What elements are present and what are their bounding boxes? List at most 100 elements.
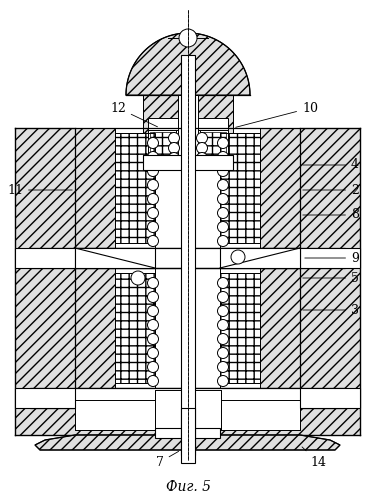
Bar bbox=[155, 128, 220, 248]
Bar bbox=[155, 128, 188, 248]
Circle shape bbox=[217, 305, 228, 316]
Text: 5: 5 bbox=[303, 271, 359, 284]
Bar bbox=[15, 128, 75, 428]
Text: 4: 4 bbox=[303, 159, 359, 172]
Bar bbox=[187, 128, 220, 248]
Circle shape bbox=[217, 319, 228, 330]
Bar bbox=[75, 268, 300, 388]
Text: 3: 3 bbox=[303, 303, 359, 316]
Bar bbox=[181, 55, 195, 455]
Bar bbox=[115, 133, 155, 243]
Bar bbox=[195, 390, 221, 430]
Text: 8: 8 bbox=[303, 209, 359, 222]
Bar bbox=[155, 428, 220, 438]
Bar bbox=[115, 133, 155, 243]
Bar bbox=[178, 95, 198, 165]
Bar bbox=[115, 273, 155, 383]
Bar bbox=[260, 128, 300, 248]
Circle shape bbox=[147, 152, 159, 163]
Circle shape bbox=[147, 376, 159, 387]
Bar bbox=[75, 388, 300, 408]
Circle shape bbox=[217, 138, 228, 149]
Bar bbox=[148, 130, 176, 155]
Circle shape bbox=[231, 250, 245, 264]
Circle shape bbox=[147, 222, 159, 233]
Circle shape bbox=[168, 153, 180, 164]
Circle shape bbox=[217, 347, 228, 358]
Bar bbox=[220, 133, 260, 243]
Bar bbox=[187, 268, 220, 388]
Circle shape bbox=[131, 271, 145, 285]
Circle shape bbox=[179, 29, 197, 47]
Circle shape bbox=[147, 166, 159, 177]
Bar bbox=[155, 268, 188, 388]
Text: 2: 2 bbox=[303, 184, 359, 197]
Text: 10: 10 bbox=[236, 101, 318, 127]
Bar bbox=[75, 400, 155, 430]
Bar bbox=[75, 388, 300, 408]
Circle shape bbox=[217, 180, 228, 191]
Bar bbox=[15, 248, 75, 268]
Bar bbox=[195, 390, 221, 430]
Bar bbox=[155, 390, 181, 430]
Circle shape bbox=[147, 361, 159, 372]
Text: 9: 9 bbox=[305, 251, 359, 264]
Bar bbox=[202, 132, 226, 160]
Circle shape bbox=[147, 319, 159, 330]
Circle shape bbox=[147, 347, 159, 358]
Bar bbox=[15, 388, 75, 408]
Circle shape bbox=[217, 236, 228, 247]
Bar bbox=[220, 273, 260, 383]
Circle shape bbox=[217, 277, 228, 288]
Circle shape bbox=[217, 361, 228, 372]
Circle shape bbox=[147, 138, 159, 149]
Bar bbox=[300, 128, 360, 428]
Bar bbox=[220, 400, 300, 430]
Circle shape bbox=[217, 333, 228, 344]
Circle shape bbox=[147, 333, 159, 344]
Circle shape bbox=[196, 133, 207, 144]
Bar bbox=[143, 95, 233, 165]
Bar bbox=[75, 268, 115, 388]
Text: 7: 7 bbox=[156, 452, 178, 469]
Bar bbox=[155, 268, 220, 388]
Circle shape bbox=[217, 166, 228, 177]
Bar bbox=[143, 155, 233, 170]
Polygon shape bbox=[75, 248, 155, 268]
Bar bbox=[75, 128, 115, 248]
Text: 14: 14 bbox=[302, 447, 326, 469]
Bar bbox=[30, 388, 345, 408]
Circle shape bbox=[147, 180, 159, 191]
Circle shape bbox=[217, 222, 228, 233]
Polygon shape bbox=[35, 435, 340, 450]
Circle shape bbox=[147, 277, 159, 288]
Bar bbox=[200, 130, 228, 155]
Circle shape bbox=[147, 305, 159, 316]
Circle shape bbox=[147, 194, 159, 205]
Circle shape bbox=[147, 236, 159, 247]
Bar bbox=[75, 248, 300, 268]
Bar bbox=[155, 390, 181, 430]
Bar bbox=[115, 273, 155, 383]
Bar bbox=[30, 248, 345, 268]
Circle shape bbox=[196, 153, 207, 164]
Bar bbox=[220, 400, 300, 430]
Circle shape bbox=[217, 291, 228, 302]
Bar bbox=[220, 133, 260, 243]
Bar bbox=[143, 95, 233, 165]
Circle shape bbox=[217, 194, 228, 205]
Circle shape bbox=[196, 143, 207, 154]
Circle shape bbox=[168, 143, 180, 154]
Text: 12: 12 bbox=[110, 101, 158, 127]
Polygon shape bbox=[126, 33, 250, 95]
Bar bbox=[260, 268, 300, 388]
Text: 11: 11 bbox=[7, 184, 72, 197]
Circle shape bbox=[168, 133, 180, 144]
Bar bbox=[15, 400, 360, 435]
Text: Фиг. 5: Фиг. 5 bbox=[165, 480, 210, 494]
Bar bbox=[181, 408, 195, 463]
Circle shape bbox=[217, 208, 228, 219]
Circle shape bbox=[147, 291, 159, 302]
Circle shape bbox=[147, 208, 159, 219]
Bar bbox=[143, 155, 233, 170]
